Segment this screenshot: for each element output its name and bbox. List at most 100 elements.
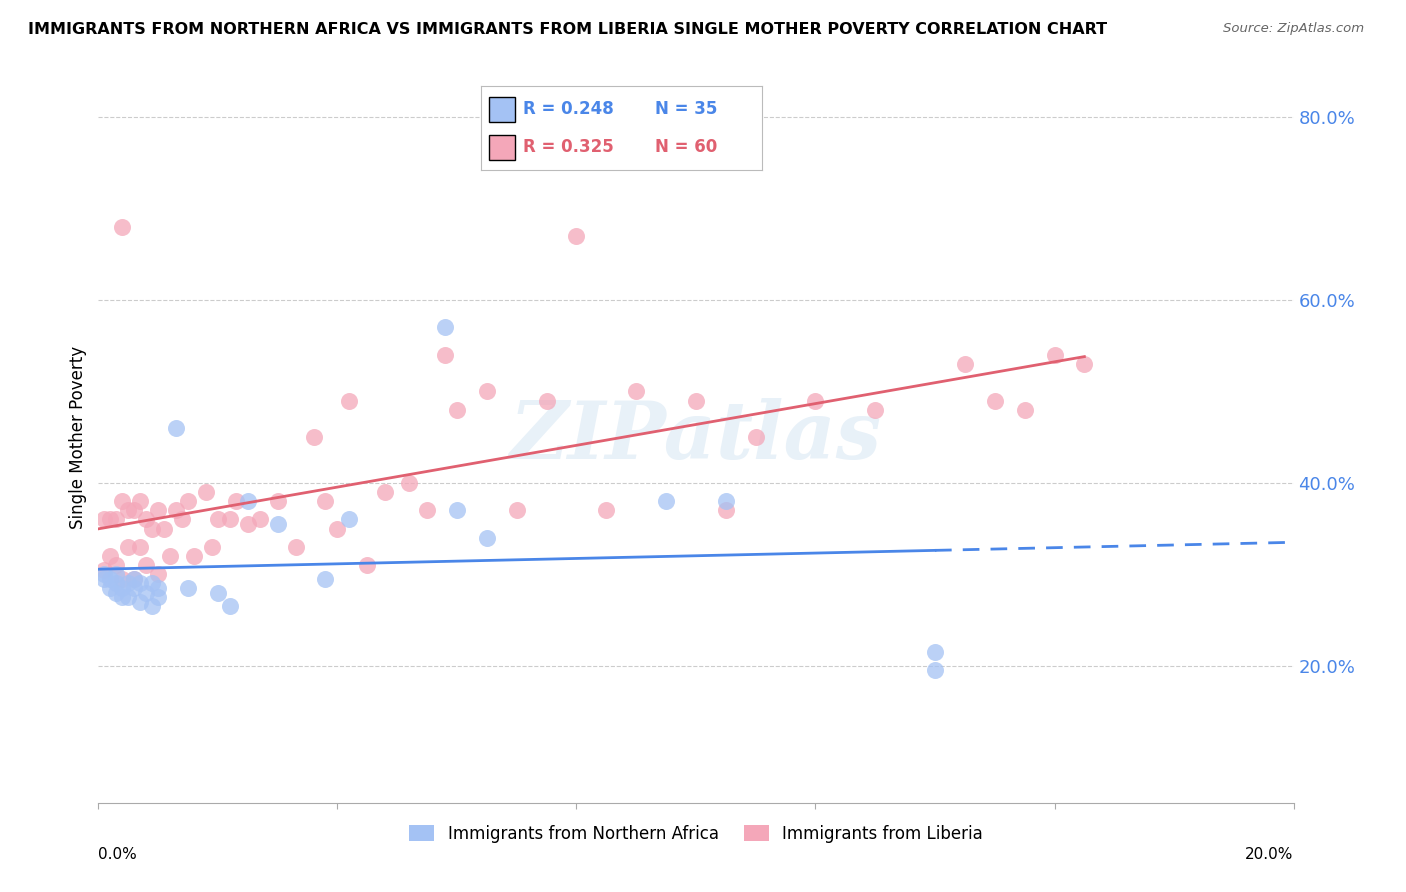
Point: [98, 581, 122, 595]
Point: [135, 585, 157, 599]
Point: [172, 512, 194, 526]
Point: [93, 567, 115, 582]
Point: [141, 521, 163, 535]
Point: [117, 590, 139, 604]
Point: [111, 590, 134, 604]
Point: [124, 503, 146, 517]
Point: [267, 494, 290, 508]
Point: [148, 503, 170, 517]
Point: [165, 421, 187, 435]
Point: [595, 503, 617, 517]
Text: IMMIGRANTS FROM NORTHERN AFRICA VS IMMIGRANTS FROM LIBERIA SINGLE MOTHER POVERTY: IMMIGRANTS FROM NORTHERN AFRICA VS IMMIG…: [28, 22, 1108, 37]
Point: [105, 512, 128, 526]
Legend: Immigrants from Northern Africa, Immigrants from Liberia: Immigrants from Northern Africa, Immigra…: [402, 818, 990, 849]
Point: [135, 512, 157, 526]
Point: [124, 572, 146, 586]
Point: [446, 503, 468, 517]
Point: [315, 494, 337, 508]
Point: [141, 599, 163, 614]
Point: [398, 475, 420, 490]
Point: [195, 485, 218, 500]
Point: [105, 585, 128, 599]
Point: [159, 549, 181, 563]
Point: [284, 540, 307, 554]
Point: [177, 494, 200, 508]
Point: [124, 572, 146, 586]
Point: [98, 549, 122, 563]
Point: [685, 393, 707, 408]
Y-axis label: Single Mother Poverty: Single Mother Poverty: [69, 345, 87, 529]
Point: [135, 558, 157, 573]
Point: [105, 558, 128, 573]
Point: [201, 540, 224, 554]
Point: [434, 320, 457, 334]
Point: [117, 576, 139, 591]
Point: [506, 503, 529, 517]
Point: [626, 384, 648, 399]
Point: [207, 585, 229, 599]
Point: [219, 599, 242, 614]
Point: [219, 512, 242, 526]
Point: [93, 563, 115, 577]
Point: [356, 558, 378, 573]
Point: [236, 516, 259, 531]
Point: [111, 581, 134, 595]
Point: [129, 540, 152, 554]
Point: [339, 393, 361, 408]
Point: [148, 581, 170, 595]
Point: [267, 516, 290, 531]
Point: [714, 503, 737, 517]
Point: [105, 567, 128, 582]
Point: [339, 512, 361, 526]
Point: [124, 581, 146, 595]
Point: [924, 645, 946, 659]
Point: [984, 393, 1007, 408]
Point: [225, 494, 247, 508]
Point: [141, 576, 163, 591]
Point: [117, 540, 139, 554]
Point: [177, 581, 200, 595]
Text: ZIPatlas: ZIPatlas: [510, 399, 882, 475]
Point: [236, 494, 259, 508]
Text: 20.0%: 20.0%: [1246, 847, 1294, 862]
Point: [475, 531, 498, 545]
Point: [434, 348, 457, 362]
Point: [93, 572, 115, 586]
Point: [446, 402, 468, 417]
Point: [93, 512, 115, 526]
Point: [111, 572, 134, 586]
Point: [117, 503, 139, 517]
Point: [98, 572, 122, 586]
Point: [326, 521, 349, 535]
Point: [1073, 357, 1095, 371]
Point: [129, 594, 152, 608]
Point: [1043, 348, 1066, 362]
Point: [111, 219, 134, 234]
Point: [98, 512, 122, 526]
Point: [105, 576, 128, 591]
Point: [315, 572, 337, 586]
Point: [714, 494, 737, 508]
Point: [1014, 402, 1036, 417]
Point: [565, 228, 588, 243]
Point: [536, 393, 558, 408]
Point: [475, 384, 498, 399]
Point: [865, 402, 887, 417]
Text: 0.0%: 0.0%: [98, 847, 138, 862]
Point: [207, 512, 229, 526]
Point: [153, 521, 176, 535]
Point: [183, 549, 205, 563]
Point: [655, 494, 678, 508]
Point: [129, 494, 152, 508]
Point: [745, 430, 768, 444]
Point: [302, 430, 325, 444]
Point: [129, 576, 152, 591]
Point: [111, 494, 134, 508]
Point: [924, 663, 946, 677]
Point: [249, 512, 271, 526]
Point: [148, 567, 170, 582]
Point: [148, 590, 170, 604]
Point: [165, 503, 187, 517]
Point: [804, 393, 827, 408]
Point: [953, 357, 976, 371]
